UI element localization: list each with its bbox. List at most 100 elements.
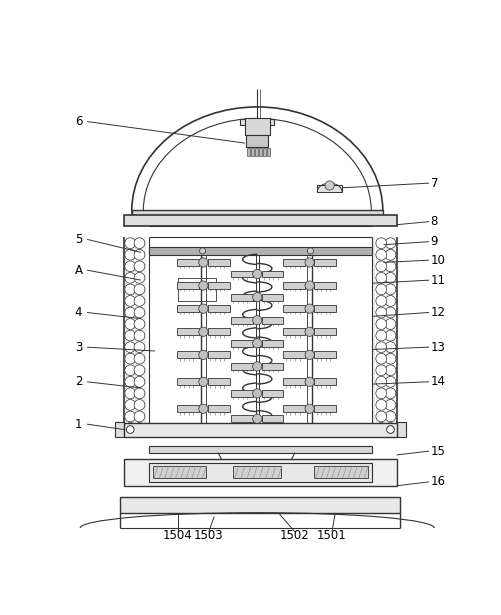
Circle shape <box>386 426 394 434</box>
Bar <box>255 148 258 156</box>
Circle shape <box>252 293 262 302</box>
Bar <box>177 282 198 289</box>
Bar <box>262 415 283 423</box>
Text: 3: 3 <box>75 341 82 354</box>
Circle shape <box>199 248 205 254</box>
Circle shape <box>134 284 145 295</box>
Bar <box>283 378 305 385</box>
Circle shape <box>384 319 395 330</box>
Bar <box>207 351 229 359</box>
Circle shape <box>384 365 395 376</box>
Bar <box>250 148 254 156</box>
Circle shape <box>125 388 135 399</box>
Circle shape <box>125 376 135 387</box>
Text: 8: 8 <box>430 215 437 228</box>
Bar <box>283 351 305 359</box>
Text: 1504: 1504 <box>163 530 192 542</box>
Circle shape <box>125 411 135 422</box>
Circle shape <box>375 238 386 248</box>
Circle shape <box>252 389 262 398</box>
Bar <box>207 405 229 412</box>
Circle shape <box>375 423 386 434</box>
Bar <box>314 282 335 289</box>
Circle shape <box>384 423 395 434</box>
Circle shape <box>252 362 262 371</box>
Text: 16: 16 <box>430 475 445 488</box>
Bar <box>177 328 198 335</box>
Bar <box>207 328 229 335</box>
Circle shape <box>375 342 386 352</box>
Bar <box>262 271 283 277</box>
Text: 14: 14 <box>430 375 445 388</box>
Text: 10: 10 <box>430 253 444 267</box>
Circle shape <box>134 342 145 352</box>
Circle shape <box>134 400 145 410</box>
Circle shape <box>134 423 145 434</box>
Circle shape <box>375 307 386 318</box>
Bar <box>314 328 335 335</box>
Circle shape <box>134 249 145 260</box>
Circle shape <box>125 330 135 341</box>
Circle shape <box>125 272 135 284</box>
Circle shape <box>384 330 395 341</box>
Bar <box>124 459 396 486</box>
Circle shape <box>198 304 207 313</box>
Bar <box>262 317 283 323</box>
Circle shape <box>134 238 145 248</box>
Bar <box>244 119 269 135</box>
Bar <box>262 293 283 301</box>
Circle shape <box>125 353 135 364</box>
Circle shape <box>252 339 262 348</box>
Circle shape <box>375 411 386 422</box>
Bar <box>230 390 252 397</box>
Bar <box>148 462 371 482</box>
Bar <box>120 498 400 513</box>
Circle shape <box>252 414 262 423</box>
Text: A: A <box>75 264 83 277</box>
Bar <box>148 446 371 453</box>
Circle shape <box>134 365 145 376</box>
Circle shape <box>384 411 395 422</box>
Circle shape <box>134 353 145 364</box>
Bar <box>207 259 229 266</box>
Bar <box>314 351 335 359</box>
Circle shape <box>125 249 135 260</box>
Text: 1501: 1501 <box>317 530 346 542</box>
Circle shape <box>384 249 395 260</box>
Bar <box>207 305 229 312</box>
Circle shape <box>375 400 386 410</box>
Circle shape <box>198 350 207 360</box>
Bar <box>230 415 252 423</box>
Text: 5: 5 <box>75 233 82 246</box>
Bar <box>283 282 305 289</box>
Circle shape <box>384 388 395 399</box>
Circle shape <box>134 376 145 387</box>
Bar <box>314 405 335 412</box>
Text: 1: 1 <box>75 418 82 430</box>
Text: 1502: 1502 <box>280 530 309 542</box>
Circle shape <box>375 388 386 399</box>
Circle shape <box>384 272 395 284</box>
Bar <box>230 271 252 277</box>
Circle shape <box>134 296 145 306</box>
Text: 6: 6 <box>75 115 82 128</box>
Bar <box>177 378 198 385</box>
Text: 11: 11 <box>430 274 445 287</box>
Circle shape <box>125 284 135 295</box>
Bar <box>314 378 335 385</box>
Bar <box>283 305 305 312</box>
Circle shape <box>384 238 395 248</box>
Circle shape <box>375 330 386 341</box>
Circle shape <box>134 330 145 341</box>
Circle shape <box>384 376 395 387</box>
Circle shape <box>125 365 135 376</box>
Circle shape <box>307 248 313 254</box>
Circle shape <box>384 353 395 364</box>
Bar <box>233 466 281 478</box>
Circle shape <box>305 258 314 267</box>
Circle shape <box>134 272 145 284</box>
Circle shape <box>252 315 262 325</box>
Circle shape <box>384 307 395 318</box>
Bar <box>230 317 252 323</box>
Circle shape <box>375 261 386 272</box>
